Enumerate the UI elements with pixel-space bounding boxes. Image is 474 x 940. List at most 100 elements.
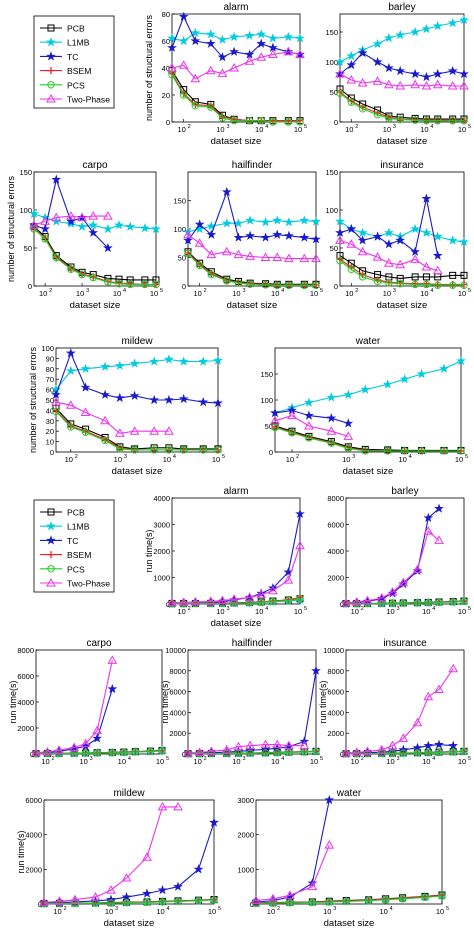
- pcs-marker: [41, 235, 49, 243]
- x-tick-exponent: 2: [204, 756, 207, 762]
- l1mb-marker: [129, 358, 140, 368]
- l1mb-marker: [114, 220, 124, 230]
- y-tick-label: 50: [265, 422, 273, 431]
- x-tick-label: 10: [212, 455, 220, 464]
- two-phase-marker: [183, 747, 193, 757]
- series-pcs: [52, 407, 222, 454]
- x-tick-label: 10: [271, 757, 279, 766]
- tc-marker: [295, 508, 305, 519]
- l1mb-marker: [410, 223, 420, 234]
- tc-marker: [217, 52, 228, 62]
- x-tick-exponent: 4: [430, 288, 433, 294]
- two-phase-marker: [70, 894, 80, 904]
- tc-marker: [260, 232, 271, 242]
- series-line: [339, 73, 464, 87]
- y-tick-label: 8000: [169, 667, 186, 676]
- two-phase-marker: [307, 881, 318, 891]
- x-tick-exponent: 3: [242, 756, 245, 762]
- series-line: [339, 255, 464, 279]
- two-phase-marker: [206, 249, 217, 259]
- two-phase-marker: [346, 239, 357, 248]
- two-phase-marker: [69, 742, 80, 751]
- y-tick-label: 20: [162, 91, 170, 100]
- l1mb-marker: [372, 38, 383, 49]
- series-tc: [335, 47, 469, 82]
- plot-frame: [171, 497, 301, 605]
- two-phase-marker: [372, 252, 383, 261]
- x-tick-label: 10: [65, 455, 73, 464]
- pcb-marker: [460, 271, 468, 279]
- tc-marker: [372, 56, 383, 67]
- bsem-marker: [374, 276, 382, 284]
- l1mb-marker: [284, 217, 294, 227]
- x-tick-exponent: 5: [166, 756, 169, 762]
- pcs-marker: [284, 118, 293, 126]
- series-pcs: [271, 423, 465, 455]
- x-tick-exponent: 2: [75, 454, 78, 460]
- tc-marker: [326, 413, 337, 423]
- two-phase-marker: [194, 238, 205, 247]
- series-l1mb: [167, 27, 305, 46]
- series-line: [171, 545, 301, 604]
- x-tick-label: 10: [208, 907, 216, 916]
- pcs-marker: [158, 747, 166, 755]
- x-axis-label: dataset size: [112, 466, 163, 477]
- x-tick-exponent: 4: [173, 454, 176, 460]
- two-phase-marker: [260, 739, 271, 749]
- y-tick-label: 2000: [169, 729, 186, 738]
- x-tick-label: 10: [422, 607, 430, 616]
- pcs-marker: [101, 436, 109, 445]
- series-two-phase: [31, 655, 118, 757]
- l1mb-marker: [149, 356, 159, 366]
- x-tick-label: 10: [351, 607, 359, 616]
- x-tick-label: 10: [232, 289, 240, 298]
- tc-marker: [121, 892, 132, 902]
- tc-marker: [384, 62, 394, 73]
- y-tick-label: 100: [260, 396, 273, 405]
- series-l1mb: [51, 354, 223, 394]
- pcs-marker: [234, 279, 243, 287]
- x-tick-exponent: 5: [320, 288, 323, 294]
- l1mb-marker: [326, 392, 337, 402]
- pcs-marker: [269, 118, 277, 126]
- tc-marker: [346, 59, 357, 70]
- x-tick-exponent: 5: [468, 606, 471, 612]
- x-tick-label: 10: [458, 757, 466, 766]
- y-tick-label: 100: [173, 225, 186, 234]
- x-tick-label: 10: [178, 125, 186, 134]
- y-tick-label: 2000: [153, 547, 170, 556]
- y-tick-label: 50: [330, 88, 338, 97]
- pcs-marker: [67, 265, 75, 273]
- two-phase-marker: [376, 744, 387, 754]
- y-tick-label: 50: [46, 396, 54, 405]
- tc-marker: [229, 46, 239, 56]
- two-phase-marker: [346, 74, 357, 84]
- l1mb-marker: [164, 354, 174, 364]
- y-tick-label: 6000: [327, 688, 344, 697]
- x-axis-label: dataset size: [104, 918, 155, 929]
- x-tick-label: 10: [255, 125, 263, 134]
- two-phase-marker: [357, 77, 368, 87]
- two-phase-marker: [395, 80, 406, 90]
- pcs-marker: [308, 898, 317, 907]
- x-tick-exponent: 5: [160, 288, 163, 294]
- pcs-marker: [435, 598, 443, 607]
- y-tick-label: 100: [325, 206, 338, 215]
- pcs-marker: [422, 117, 431, 125]
- legend-top: PCB L1MB TC BSEM PCS Two-Phase: [33, 15, 115, 109]
- tc-marker: [107, 683, 118, 694]
- two-phase-marker: [77, 212, 87, 222]
- l1mb-marker: [245, 215, 255, 225]
- x-tick-label: 10: [194, 289, 202, 298]
- pcs-marker: [460, 747, 468, 756]
- pcs-marker: [460, 597, 468, 606]
- pcs-marker: [385, 279, 393, 287]
- chart-title: insurance: [383, 638, 427, 649]
- two-phase-marker: [114, 428, 125, 437]
- x-tick-label: 10: [422, 757, 430, 766]
- y-tick-label: 50: [178, 254, 186, 263]
- y-tick-label: 100: [41, 344, 54, 353]
- pcs-marker: [108, 749, 117, 757]
